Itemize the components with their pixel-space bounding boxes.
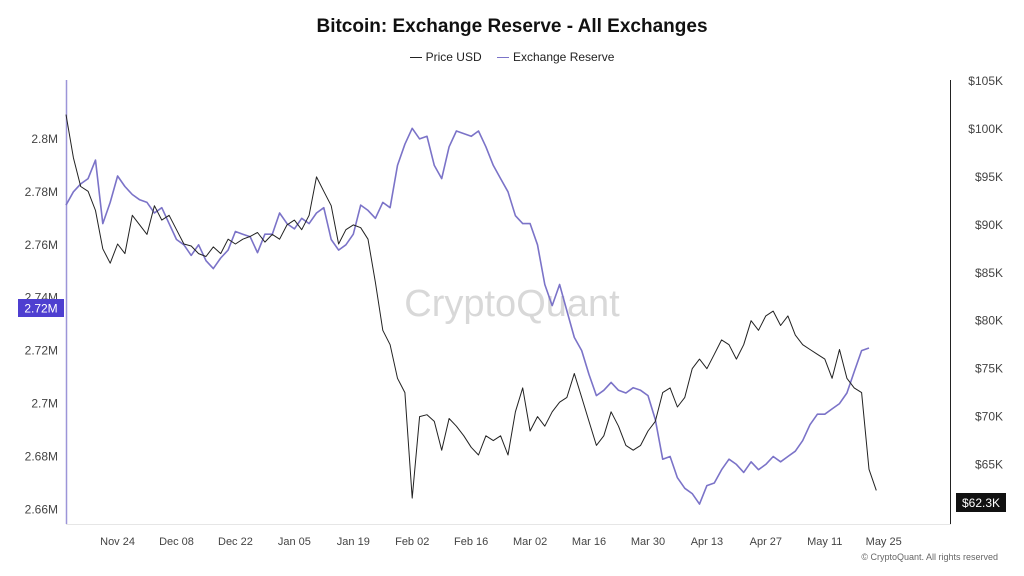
x-tick-label: Mar 02 bbox=[513, 536, 547, 548]
left-tick-label: 2.76M bbox=[25, 238, 58, 252]
x-tick-label: Dec 08 bbox=[159, 536, 194, 548]
legend-item-reserve[interactable]: Exchange Reserve bbox=[496, 50, 615, 64]
chart-title: Bitcoin: Exchange Reserve - All Exchange… bbox=[316, 16, 708, 37]
current-reserve-label: 2.72M bbox=[24, 302, 57, 316]
x-tick-label: Feb 02 bbox=[395, 536, 429, 548]
left-tick-label: 2.7M bbox=[31, 397, 58, 411]
legend-swatch-reserve bbox=[496, 57, 509, 59]
watermark: CryptoQuant bbox=[404, 283, 620, 325]
x-tick-label: Mar 16 bbox=[572, 536, 606, 548]
left-tick-label: 2.8M bbox=[31, 132, 58, 146]
x-tick-label: Jan 05 bbox=[278, 536, 311, 548]
current-reserve-badge: 2.72M bbox=[18, 299, 64, 317]
legend-label-reserve: Exchange Reserve bbox=[512, 50, 615, 64]
right-tick-label: $105K bbox=[968, 74, 1003, 88]
right-tick-label: $95K bbox=[975, 170, 1003, 184]
copyright-notice: © CryptoQuant. All rights reserved bbox=[861, 552, 998, 562]
x-tick-label: Mar 30 bbox=[631, 536, 665, 548]
legend-label-price: Price USD bbox=[425, 50, 482, 64]
x-tick-label: Nov 24 bbox=[100, 536, 135, 548]
left-tick-label: 2.72M bbox=[25, 344, 58, 358]
x-axis-ticks: Nov 24 Dec 08 Dec 22 Jan 05 Jan 19 Feb 02 Feb … bbox=[100, 536, 902, 548]
legend-item-price[interactable]: Price USD bbox=[409, 50, 482, 64]
right-tick-label: $65K bbox=[975, 458, 1003, 472]
right-tick-label: $80K bbox=[975, 314, 1003, 328]
x-tick-label: Feb 16 bbox=[454, 536, 488, 548]
left-tick-label: 2.66M bbox=[25, 502, 58, 516]
right-axis-ticks: $105K $100K $95K $90K $85K $80K $75K $70K $65K bbox=[968, 74, 1003, 472]
x-tick-label: May 11 bbox=[807, 536, 842, 548]
series-line-exchange-reserve bbox=[65, 127, 870, 505]
x-tick-label: Dec 22 bbox=[218, 536, 253, 548]
right-tick-label: $70K bbox=[975, 410, 1003, 424]
legend: Price USD Exchange Reserve bbox=[0, 50, 1024, 64]
right-tick-label: $75K bbox=[975, 362, 1003, 376]
right-tick-label: $85K bbox=[975, 266, 1003, 280]
current-price-label: $62.3K bbox=[962, 496, 1000, 510]
legend-swatch-price bbox=[409, 57, 422, 59]
right-tick-label: $100K bbox=[968, 122, 1003, 136]
right-tick-label: $90K bbox=[975, 218, 1003, 232]
current-price-badge: $62.3K bbox=[956, 493, 1006, 512]
left-tick-label: 2.78M bbox=[25, 185, 58, 199]
left-tick-label: 2.68M bbox=[25, 450, 58, 464]
series-line-price-usd bbox=[65, 114, 877, 499]
x-tick-label: May 25 bbox=[866, 536, 902, 548]
x-tick-label: Apr 13 bbox=[691, 536, 723, 548]
x-tick-label: Jan 19 bbox=[337, 536, 370, 548]
x-tick-label: Apr 27 bbox=[750, 536, 782, 548]
